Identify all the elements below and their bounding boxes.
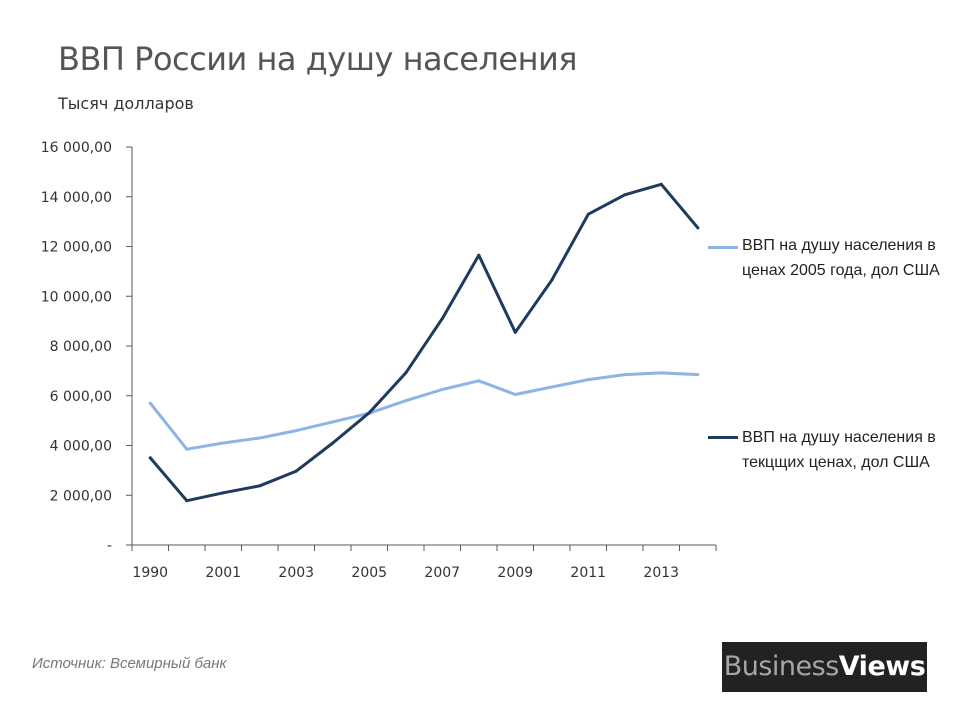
- data-point-constant-prices: [440, 388, 444, 391]
- x-tick-label: 2011: [570, 565, 606, 581]
- series-line-constant-prices: [148, 371, 700, 451]
- data-point-constant-prices: [294, 429, 298, 433]
- data-point-current-prices: [659, 182, 663, 186]
- data-point-current-prices: [586, 212, 590, 216]
- y-tick-label: 2 000,00: [50, 488, 112, 504]
- y-tick-label: 16 000,00: [41, 140, 112, 156]
- data-point-current-prices: [148, 456, 152, 460]
- data-point-current-prices: [404, 371, 408, 375]
- y-tick-label: 12 000,00: [41, 240, 112, 256]
- y-tick-label: 4 000,00: [50, 439, 112, 455]
- legend-label-constant-prices: ВВП на душу населения в ценах 2005 года,…: [742, 237, 940, 279]
- data-point-constant-prices: [404, 399, 408, 403]
- y-tick-label: -: [107, 538, 112, 554]
- data-point-current-prices: [440, 317, 444, 321]
- logo-word-views: Views: [838, 651, 926, 682]
- source-note: Источник: Всемирный банк: [32, 655, 227, 672]
- data-point-constant-prices: [623, 373, 627, 377]
- line-chart: - 2 000,00 4 000,00 6 000,00 8 000,00 10 000,…: [41, 140, 717, 581]
- y-tick-label: 10 000,00: [41, 289, 112, 305]
- logo-word-business: Business: [723, 651, 840, 682]
- data-point-constant-prices: [185, 447, 189, 451]
- x-tick-label: 2005: [351, 565, 387, 581]
- data-point-current-prices: [513, 330, 517, 334]
- data-point-constant-prices: [586, 378, 590, 382]
- data-point-constant-prices: [659, 371, 663, 375]
- data-point-constant-prices: [221, 441, 225, 445]
- y-tick-label: 6 000,00: [50, 389, 112, 405]
- y-tick-label: 8 000,00: [50, 339, 112, 355]
- data-point-current-prices: [258, 484, 262, 488]
- x-tick-label: 2003: [278, 565, 314, 581]
- chart-subtitle: Тысяч долларов: [58, 94, 194, 113]
- data-point-current-prices: [294, 469, 298, 473]
- series-line-current-prices: [148, 182, 700, 503]
- data-point-current-prices: [550, 278, 554, 282]
- legend-swatch-current-prices: [708, 436, 738, 439]
- x-tick-label: 1990: [132, 565, 168, 581]
- data-point-current-prices: [367, 411, 371, 415]
- data-point-current-prices: [623, 193, 627, 197]
- data-point-current-prices: [221, 491, 225, 495]
- legend-swatch-constant-prices: [708, 246, 738, 249]
- data-point-constant-prices: [148, 401, 152, 405]
- data-point-constant-prices: [477, 379, 481, 383]
- x-tick-label: 2013: [643, 565, 679, 581]
- data-point-constant-prices: [258, 436, 262, 440]
- data-point-constant-prices: [550, 385, 554, 389]
- data-point-constant-prices: [331, 420, 335, 424]
- data-point-current-prices: [331, 441, 335, 445]
- data-point-current-prices: [477, 253, 481, 257]
- data-point-constant-prices: [513, 393, 517, 396]
- y-tick-label: 14 000,00: [41, 190, 112, 206]
- data-point-constant-prices: [696, 373, 700, 377]
- x-tick-label: 2001: [205, 565, 241, 581]
- data-point-current-prices: [185, 499, 189, 503]
- businessviews-logo: BusinessViews: [722, 642, 927, 692]
- x-tick-label: 2007: [424, 565, 460, 581]
- chart-title: ВВП России на душу населения: [58, 40, 578, 78]
- legend-label-current-prices: ВВП на душу населения в текцщих ценах, д…: [742, 429, 936, 471]
- x-tick-label: 2009: [497, 565, 533, 581]
- data-point-current-prices: [696, 226, 700, 230]
